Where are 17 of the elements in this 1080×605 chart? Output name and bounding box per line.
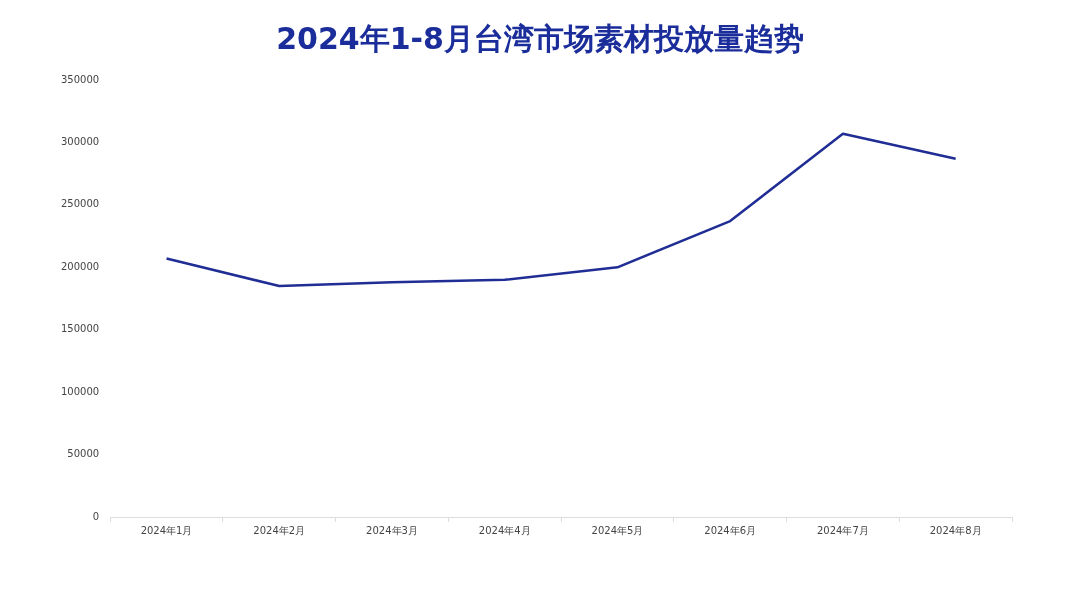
y-tick-label: 300000	[60, 136, 100, 148]
y-tick-label: 250000	[60, 198, 100, 210]
chart-title: 2024年1-8月台湾市场素材投放量趋势	[275, 20, 805, 58]
x-tick-label: 2024年8月	[929, 524, 982, 536]
x-tick-label: 2024年3月	[366, 524, 418, 536]
y-tick-label: 0	[92, 510, 100, 522]
y-tick-label: 350000	[60, 73, 100, 85]
x-tick-label: 2024年1月	[140, 524, 193, 536]
x-tick-label: 2024年7月	[817, 524, 869, 536]
y-tick-label: 200000	[60, 260, 100, 272]
x-tick-label: 2024年4月	[478, 524, 531, 536]
y-tick-label: 150000	[60, 323, 100, 335]
y-tick-label: 100000	[60, 385, 100, 397]
x-tick-label: 2024年5月	[591, 524, 644, 536]
y-tick-label: 50000	[67, 448, 100, 460]
x-tick-label: 2024年6月	[704, 524, 757, 536]
x-tick-label: 2024年2月	[253, 524, 306, 536]
